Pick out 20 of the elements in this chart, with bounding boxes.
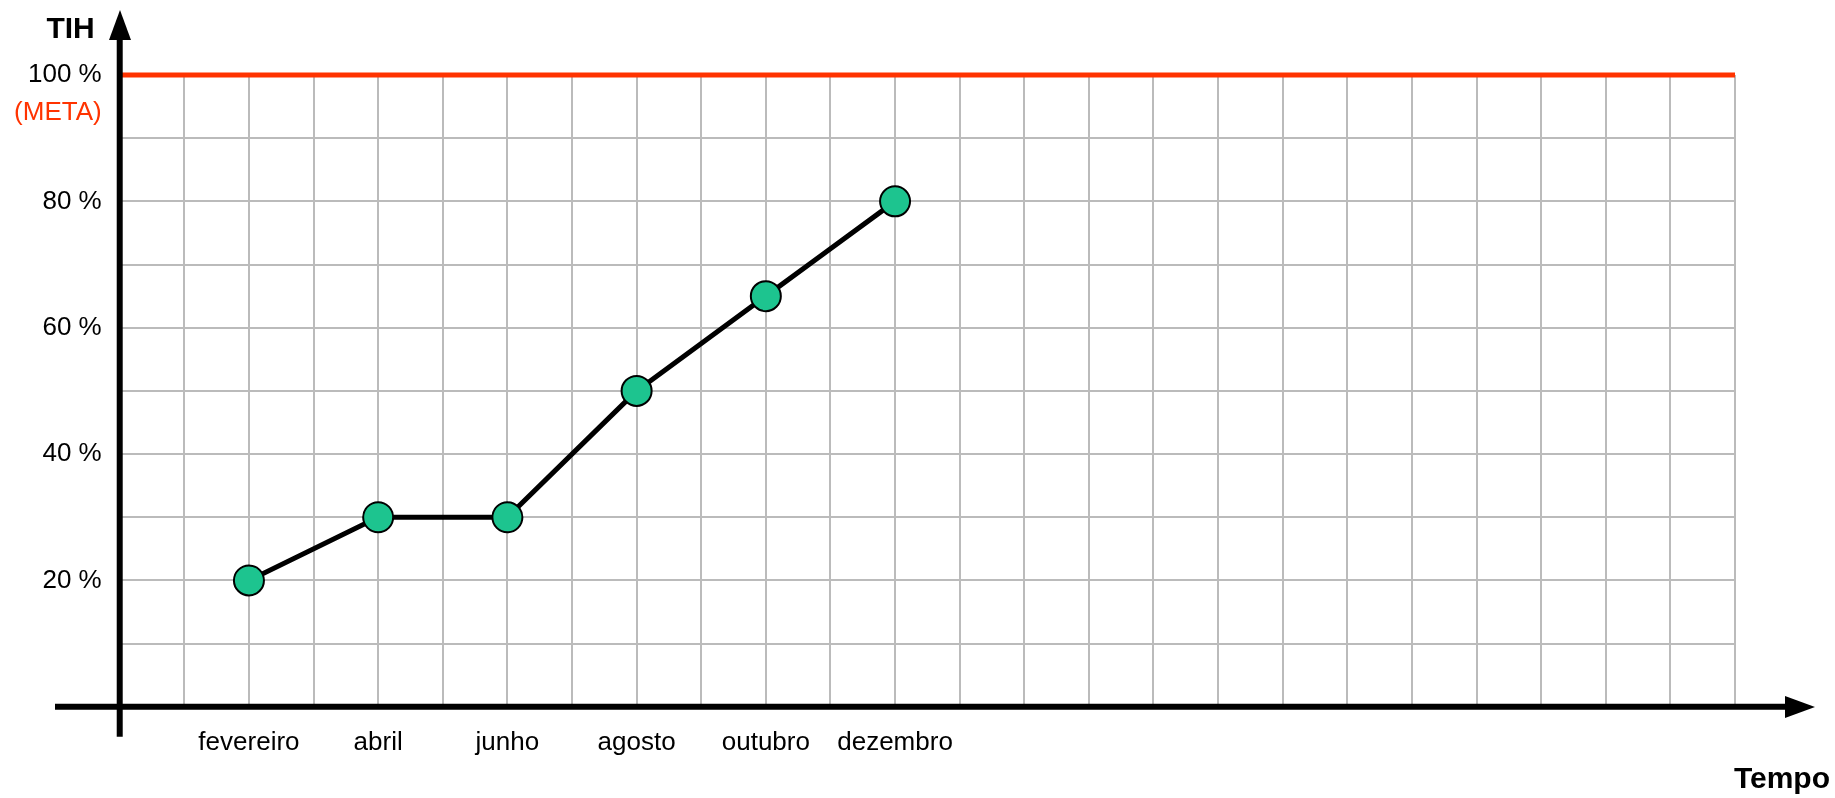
x-tick-label: outubro [721,725,810,756]
x-tick-label: fevereiro [198,725,300,756]
y-tick-label: 20 % [42,563,102,594]
point [749,280,782,313]
point [879,185,912,218]
point [232,564,265,597]
point [620,374,653,407]
point [362,501,395,534]
y-tick-label: 40 % [42,437,102,468]
x-tick-label: abril [353,725,403,756]
y-tick-label: 80 % [42,184,102,215]
y-tick-label: 60 % [42,310,102,341]
x-tick-label: junho [474,725,540,756]
point [491,501,524,534]
x-tick-label: dezembro [837,725,953,756]
y-tick-label: 100 % [27,58,102,89]
x-tick-label: agosto [597,725,676,756]
y-axis-title: TIH [46,11,95,45]
ref-line-label: (META) [14,96,102,127]
x-axis-title: Tempo [1733,761,1830,795]
